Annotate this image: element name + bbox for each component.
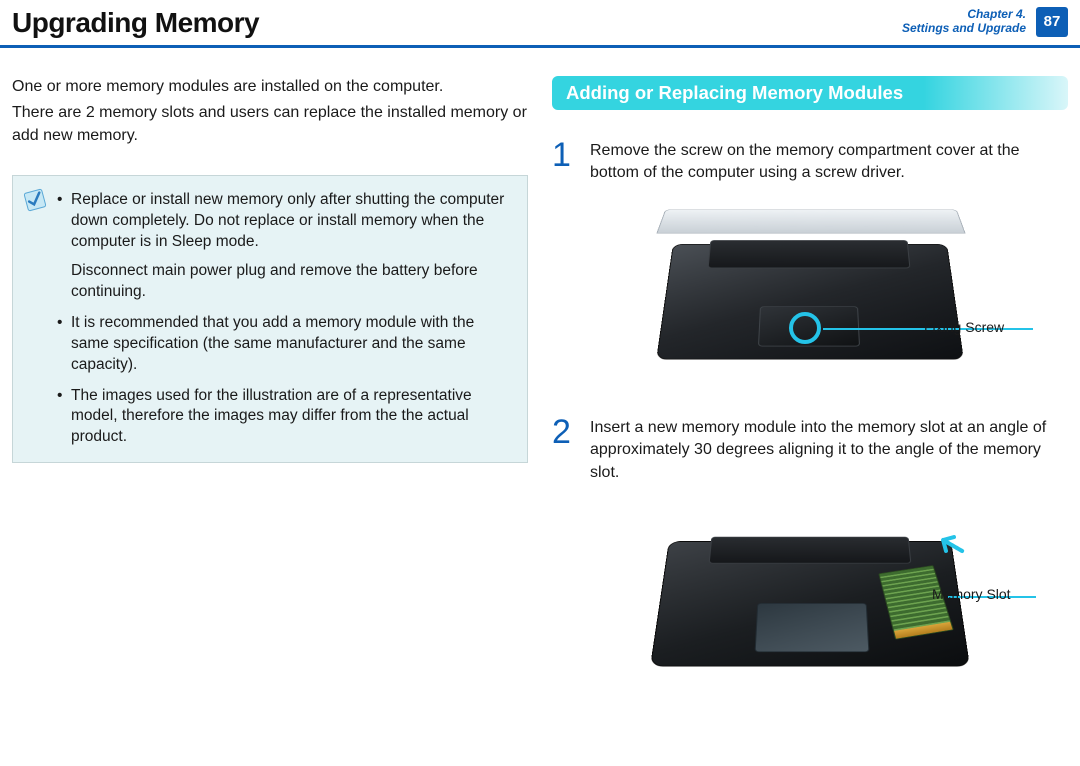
laptop1-lid — [656, 209, 965, 233]
note-item-1: Replace or install new memory only after… — [57, 190, 509, 303]
callout-label-fixing-screw: Fixing Screw — [924, 319, 1004, 335]
step-2: 2 Insert a new memory module into the me… — [552, 415, 1068, 484]
chapter-line2: Settings and Upgrade — [902, 22, 1026, 36]
content-area: One or more memory modules are installed… — [0, 48, 1080, 736]
page-title: Upgrading Memory — [12, 7, 259, 39]
page-number: 87 — [1036, 7, 1068, 37]
step-2-text: Insert a new memory module into the memo… — [590, 415, 1068, 484]
step-2-number: 2 — [552, 415, 578, 484]
step-1-text: Remove the screw on the memory compartme… — [590, 138, 1068, 185]
step-1: 1 Remove the screw on the memory compart… — [552, 138, 1068, 185]
note-item-2: It is recommended that you add a memory … — [57, 313, 509, 376]
step-1-figure: Fixing Screw — [552, 197, 1068, 387]
chapter-box: Chapter 4. Settings and Upgrade 87 — [902, 7, 1068, 39]
intro-para-1: One or more memory modules are installed… — [12, 76, 528, 98]
laptop-illustration-2 — [660, 496, 960, 696]
laptop2-battery — [709, 537, 912, 564]
note-item-1-text: Replace or install new memory only after… — [71, 191, 504, 250]
note-icon — [20, 185, 49, 214]
section-heading: Adding or Replacing Memory Modules — [552, 76, 1068, 110]
step-1-number: 1 — [552, 138, 578, 185]
note-list: Replace or install new memory only after… — [57, 190, 509, 448]
page-header: Upgrading Memory Chapter 4. Settings and… — [0, 0, 1080, 48]
left-column: One or more memory modules are installed… — [12, 76, 528, 724]
laptop1-battery — [708, 240, 911, 268]
chapter-label: Chapter 4. Settings and Upgrade — [902, 8, 1026, 36]
note-box: Replace or install new memory only after… — [12, 175, 528, 463]
note-item-3: The images used for the illustration are… — [57, 386, 509, 449]
note-item-1-sub: Disconnect main power plug and remove th… — [71, 261, 509, 303]
laptop-illustration-1 — [665, 197, 955, 387]
fixing-screw-marker — [789, 312, 821, 344]
right-column: Adding or Replacing Memory Modules 1 Rem… — [552, 76, 1068, 724]
intro-para-2: There are 2 memory slots and users can r… — [12, 102, 528, 147]
intro-text: One or more memory modules are installed… — [12, 76, 528, 147]
chapter-line1: Chapter 4. — [902, 8, 1026, 22]
step-2-figure: Memory Slot — [552, 496, 1068, 696]
laptop2-open-compartment — [755, 603, 870, 652]
callout-label-memory-slot: Memory Slot — [932, 586, 1011, 602]
